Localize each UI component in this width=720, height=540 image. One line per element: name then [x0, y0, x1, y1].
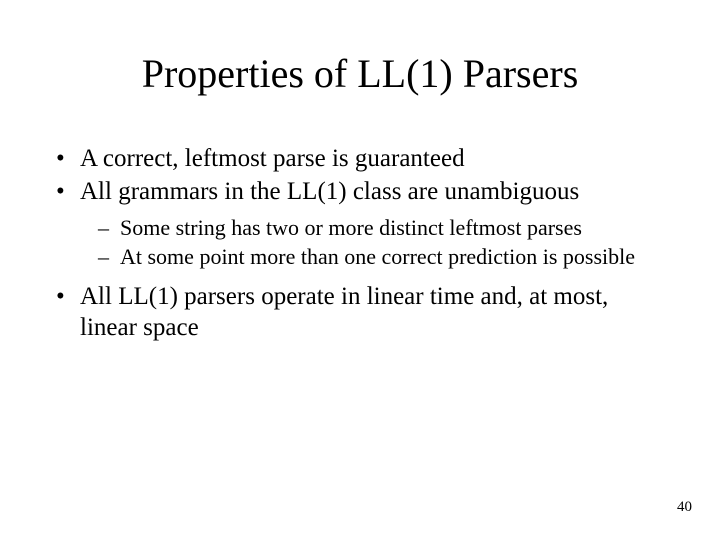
sub-bullet-item: At some point more than one correct pred…	[98, 243, 666, 271]
bullet-text: A correct, leftmost parse is guaranteed	[80, 145, 465, 172]
bullet-item: All LL(1) parsers operate in linear time…	[54, 281, 666, 344]
bullet-item: All grammars in the LL(1) class are unam…	[54, 176, 666, 270]
slide: Properties of LL(1) Parsers A correct, l…	[0, 0, 720, 540]
bullet-list: A correct, leftmost parse is guaranteed …	[54, 143, 666, 343]
bullet-text: All grammars in the LL(1) class are unam…	[80, 178, 579, 205]
bullet-item: A correct, leftmost parse is guaranteed	[54, 143, 666, 174]
sub-bullet-list: Some string has two or more distinct lef…	[80, 214, 666, 271]
slide-title: Properties of LL(1) Parsers	[54, 50, 666, 97]
page-number: 40	[677, 499, 692, 516]
sub-bullet-item: Some string has two or more distinct lef…	[98, 214, 666, 242]
sub-bullet-text: At some point more than one correct pred…	[120, 244, 635, 269]
sub-bullet-text: Some string has two or more distinct lef…	[120, 215, 582, 240]
bullet-text: All LL(1) parsers operate in linear time…	[80, 283, 608, 341]
